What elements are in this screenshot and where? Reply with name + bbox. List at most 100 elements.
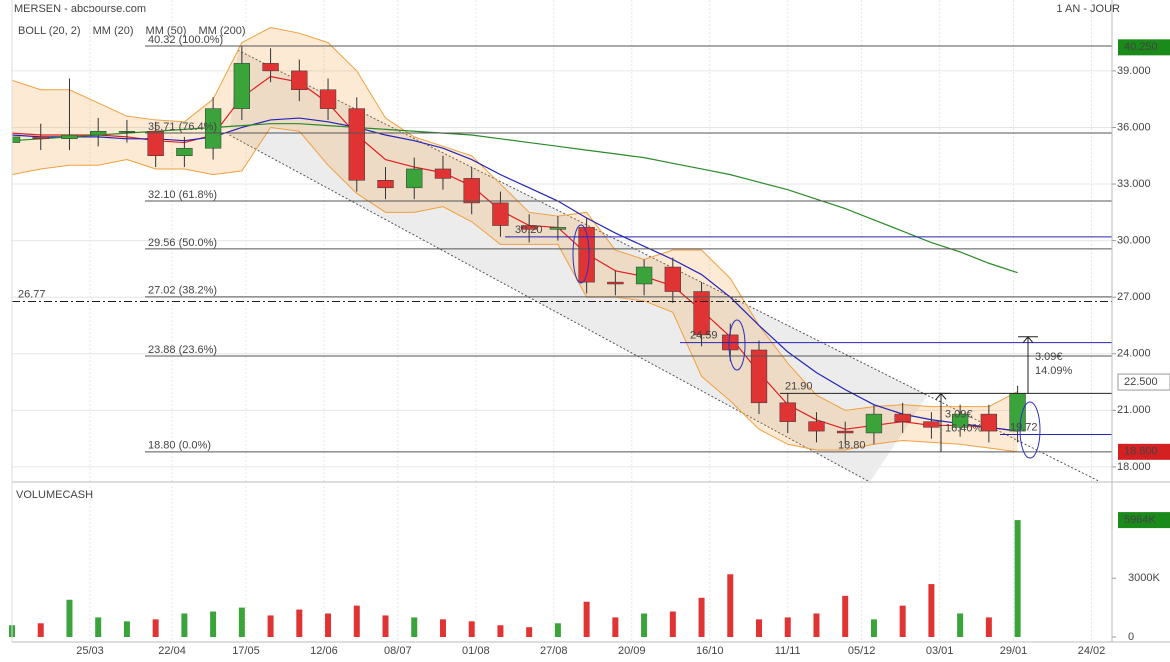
volume-bar [899,605,906,637]
highlight-ellipse [572,224,590,284]
candle-body [377,180,394,189]
x-tick-label: 27/08 [540,645,568,657]
candle-body [980,413,998,432]
x-tick-label: 24/02 [1078,645,1106,657]
volume-bar [439,619,446,637]
fib-label: 32.10 (61.8%) [148,189,217,201]
volume-title: VOLUMECASH [16,489,93,501]
x-tick-label: 11/11 [775,645,801,657]
candle-body [549,227,567,230]
y-tick-label: 24.000 [1117,348,1151,360]
price-tag [1117,373,1170,391]
moving-average [12,117,1018,432]
chart-title: MERSEN - abcbourse.com [14,3,146,15]
volume-bar [123,621,130,637]
highlight-ellipse [728,319,746,371]
candle-body [664,266,681,292]
candle-body [147,130,164,157]
candle-body [779,402,796,422]
candle-body [262,63,279,72]
y-tick-label: 39.000 [1117,65,1151,77]
resistance-label: 24.59 [690,330,718,342]
fib-label: 29.56 (50.0%) [148,237,217,249]
volume-bar [267,615,274,637]
legend-entry: MM (200) [198,25,245,37]
candle-body [118,130,136,133]
band-line [12,27,1018,411]
y-tick-label: 21.000 [1117,404,1151,416]
volume-bar [325,613,332,637]
pivot-label: 26.77 [18,288,46,300]
price-tag [1118,443,1170,460]
volume-bar [612,617,619,637]
mark-label: 21.90 [785,380,813,392]
candle-body [894,413,911,422]
fib-label: 40.32 (100.0%) [148,34,223,46]
volume-bar [957,613,964,637]
volume-bar [95,617,102,637]
measure-label: 3.09€ [945,409,973,421]
band-fill [12,27,1018,452]
volume-bar [66,599,73,637]
candle-body [923,421,940,428]
x-tick-label: 05/12 [848,645,876,657]
candle-body [204,108,222,149]
volume-bar [382,615,389,637]
y-tick-label: 3000K [1128,572,1160,584]
volume-bar [784,617,791,637]
candle-body [635,266,653,285]
fib-label: 35.71 (76.4%) [148,121,217,133]
candle-body [808,421,825,432]
price-plot [12,0,1112,482]
candle-body [406,168,423,189]
moving-average [12,123,1018,274]
volume-tag [1118,512,1170,529]
legend-entry: BOLL (20, 2) [18,25,81,37]
period: 1 AN - JOUR [1056,3,1120,15]
volume-bar [842,595,849,637]
candle-body [693,291,710,336]
price-tag-label: 18.800 [1124,446,1158,458]
x-tick-label: 03/01 [926,645,954,657]
x-tick-label: 29/01 [1000,645,1028,657]
measure-label: 16.40% [945,423,983,435]
volume-bar [583,601,590,637]
volume-bar [411,617,418,637]
volume-bar [238,607,245,637]
volume-bar [1014,520,1021,637]
candle-body [865,413,883,434]
candle-body [291,70,308,91]
volume-bar [727,574,734,637]
fib-label: 18.80 (0.0%) [148,440,211,452]
candle-body [578,227,595,283]
price-tag [1118,39,1170,56]
y-tick-label: 33.000 [1117,178,1151,190]
volume-bar [37,623,44,637]
x-tick-label: 17/05 [232,645,260,657]
overlay: 18.000 21.000 24.000 27.000 30.000 33.000 36.0… [9,25,1170,657]
measure-label: 3.09€ [1035,351,1063,363]
price-tag-label: 22.500 [1124,376,1158,388]
x-tick-label: 08/07 [384,645,412,657]
x-tick-label: 25/03 [76,645,104,657]
moving-average [12,75,1018,432]
y-tick-label: 30.000 [1117,235,1151,247]
volume-bar [210,611,217,637]
x-tick-label: 01/08 [462,645,490,657]
volume-tag-label: 5964K [1124,514,1156,526]
volume-bar [813,613,820,637]
x-tick-label: 20/09 [618,645,646,657]
measure-head [1022,336,1034,344]
candle-body [521,225,538,230]
volume-bar [756,619,763,637]
candle-body [348,108,365,181]
volume-bar [353,605,360,637]
volume-bar [870,619,877,637]
x-tick-label: 22/04 [158,645,186,657]
candle-body [951,413,969,428]
volume-bar [296,609,303,637]
candle-body [176,147,193,157]
candle-body [12,136,21,143]
